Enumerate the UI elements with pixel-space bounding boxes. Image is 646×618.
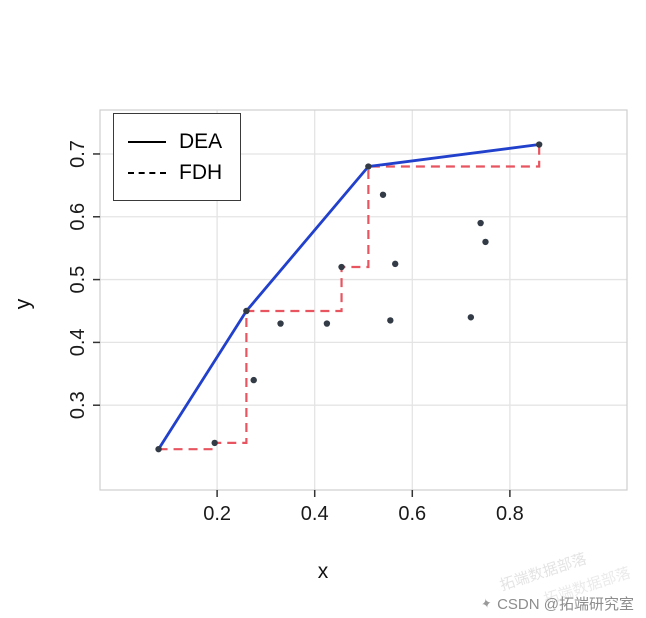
data-point — [477, 219, 484, 227]
csdn-logo-icon: ✦ — [479, 594, 494, 612]
data-point — [323, 320, 331, 327]
y-tick-label: 0.5 — [67, 266, 89, 294]
data-point — [392, 260, 399, 268]
data-points — [155, 141, 543, 453]
x-tick-label: 0.8 — [496, 503, 524, 525]
data-point — [277, 320, 284, 327]
legend-row-dea: DEA — [128, 126, 222, 157]
data-point — [155, 445, 162, 453]
y-tick-label: 0.7 — [67, 140, 89, 168]
legend-label-dea: DEA — [179, 130, 223, 153]
legend-row-fdh: FDH — [128, 157, 222, 188]
fdh-line-sample-icon — [128, 171, 166, 174]
dea-line-sample-icon — [128, 140, 166, 143]
legend: DEA FDH — [113, 113, 242, 201]
data-point — [211, 439, 218, 447]
data-point — [467, 314, 475, 321]
legend-label-fdh: FDH — [179, 161, 223, 184]
data-point — [387, 317, 394, 324]
x-tick-label: 0.6 — [398, 503, 426, 525]
x-tick-label: 0.2 — [203, 503, 231, 525]
data-point — [365, 163, 372, 170]
data-point — [535, 141, 543, 148]
x-axis-title: x — [317, 560, 329, 583]
dea-line — [157, 143, 540, 450]
data-point — [482, 238, 489, 246]
csdn-watermark-text: CSDN @拓端研究室 — [497, 596, 634, 613]
data-point — [243, 307, 250, 315]
data-point — [338, 263, 345, 271]
x-axis: 0.2 0.4 0.6 0.8 — [203, 490, 524, 525]
panel-border — [99, 109, 628, 491]
data-point — [379, 191, 387, 198]
y-tick-label: 0.6 — [67, 203, 89, 231]
data-point — [250, 376, 257, 384]
y-tick-label: 0.4 — [67, 328, 89, 356]
y-axis-title: y — [11, 298, 35, 310]
y-axis: 0.3 0.4 0.5 0.6 0.7 — [67, 140, 100, 419]
csdn-watermark: ✦ CSDN @拓端研究室 — [479, 593, 634, 614]
x-tick-label: 0.4 — [301, 503, 329, 525]
y-tick-label: 0.3 — [67, 391, 89, 419]
